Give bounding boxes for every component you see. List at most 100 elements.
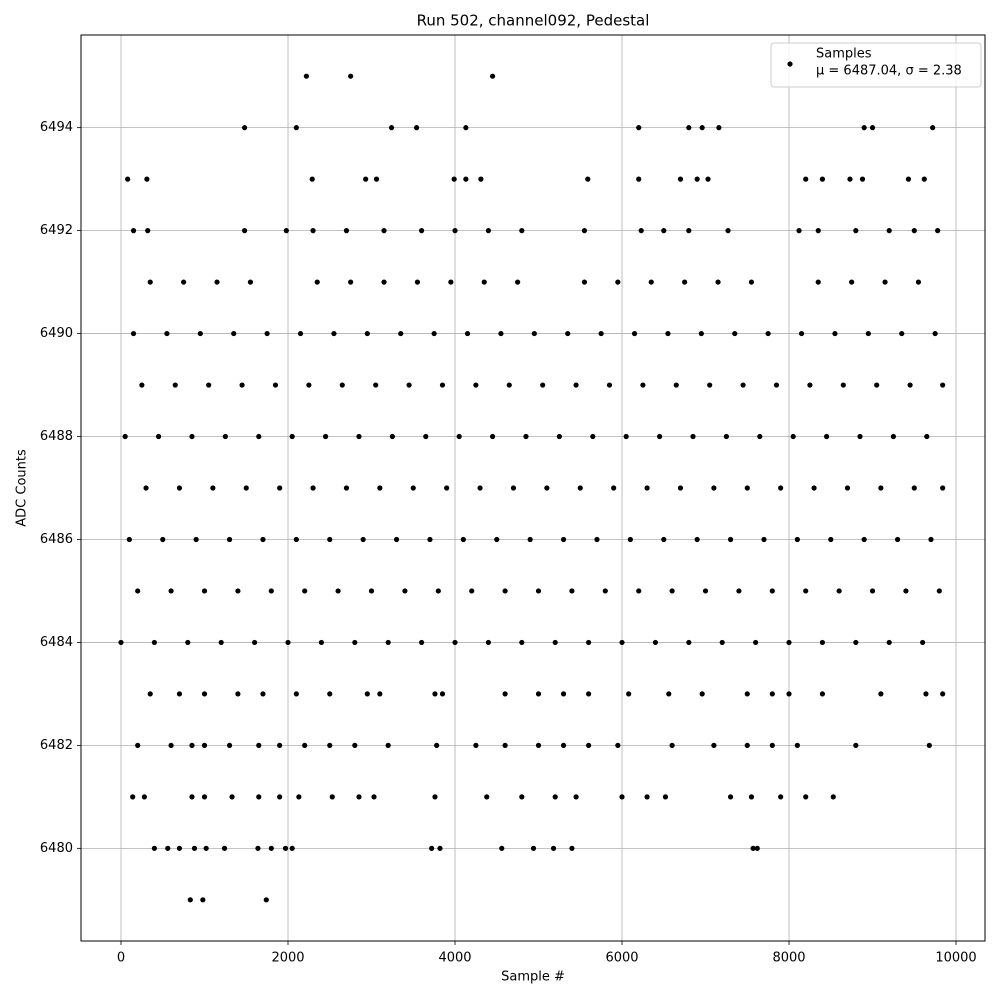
point	[302, 588, 308, 594]
point	[556, 433, 562, 440]
point	[928, 536, 934, 543]
point	[836, 588, 842, 594]
point	[535, 691, 542, 697]
point	[285, 639, 291, 646]
point	[413, 125, 420, 131]
point	[694, 176, 700, 182]
point	[531, 330, 537, 337]
point	[176, 845, 183, 851]
point	[815, 279, 821, 285]
point	[268, 588, 274, 594]
point	[309, 176, 315, 182]
point	[619, 639, 625, 646]
point	[803, 176, 809, 182]
point	[485, 228, 492, 234]
point	[460, 536, 466, 543]
point	[145, 228, 151, 234]
point	[619, 794, 625, 800]
point	[368, 588, 375, 594]
point	[744, 742, 750, 748]
point	[786, 691, 792, 697]
point	[699, 125, 705, 131]
point	[310, 485, 316, 491]
point	[832, 330, 838, 337]
point	[260, 536, 266, 543]
point	[289, 845, 295, 851]
point	[201, 588, 208, 594]
point	[381, 279, 387, 285]
point	[907, 382, 913, 388]
point	[661, 228, 667, 234]
point	[638, 228, 644, 234]
point	[882, 279, 888, 285]
point	[853, 228, 859, 234]
legend-marker	[787, 61, 793, 67]
point	[201, 794, 208, 800]
point	[719, 639, 725, 646]
point	[611, 485, 617, 491]
point	[552, 794, 558, 800]
point	[644, 794, 650, 800]
point	[786, 639, 792, 646]
point	[130, 794, 136, 800]
legend-label: Samples	[816, 47, 872, 62]
point	[263, 897, 269, 903]
point	[644, 485, 650, 491]
point	[135, 588, 141, 594]
point	[165, 845, 171, 851]
point	[627, 536, 633, 543]
point	[669, 742, 675, 748]
point	[464, 330, 471, 337]
point	[502, 691, 508, 697]
point	[853, 742, 859, 748]
point	[477, 485, 483, 491]
point	[673, 382, 679, 388]
point	[581, 228, 588, 234]
point	[143, 485, 149, 491]
point	[869, 125, 876, 131]
point	[585, 176, 591, 182]
point	[853, 639, 859, 646]
point	[200, 897, 206, 903]
point	[289, 433, 295, 440]
point	[437, 845, 443, 851]
point	[473, 382, 479, 388]
point	[463, 176, 469, 182]
point	[489, 433, 496, 440]
x-tick-label: 10000	[935, 951, 976, 966]
point	[569, 588, 575, 594]
point	[840, 382, 846, 388]
point	[322, 433, 329, 440]
point	[573, 794, 579, 800]
point	[736, 588, 742, 594]
point	[527, 536, 533, 543]
point	[652, 639, 659, 646]
point	[172, 382, 178, 388]
x-axis-label: Sample #	[501, 970, 565, 985]
point	[656, 433, 663, 440]
point	[444, 485, 450, 491]
point	[686, 125, 692, 131]
point	[535, 588, 542, 594]
point	[878, 485, 884, 491]
plot-frame	[80, 34, 986, 942]
point	[439, 382, 446, 388]
point	[666, 691, 672, 697]
point	[478, 176, 484, 182]
point	[432, 794, 438, 800]
y-tick-label: 6484	[40, 635, 73, 650]
point	[377, 485, 383, 491]
point	[151, 639, 157, 646]
point	[773, 382, 780, 388]
point	[716, 125, 722, 131]
point	[606, 382, 613, 388]
point	[277, 485, 283, 491]
point	[160, 536, 166, 543]
point	[306, 382, 312, 388]
point	[506, 382, 512, 388]
point	[221, 845, 228, 851]
point	[118, 639, 124, 646]
point	[439, 691, 446, 697]
point	[686, 228, 692, 234]
point	[911, 485, 917, 491]
